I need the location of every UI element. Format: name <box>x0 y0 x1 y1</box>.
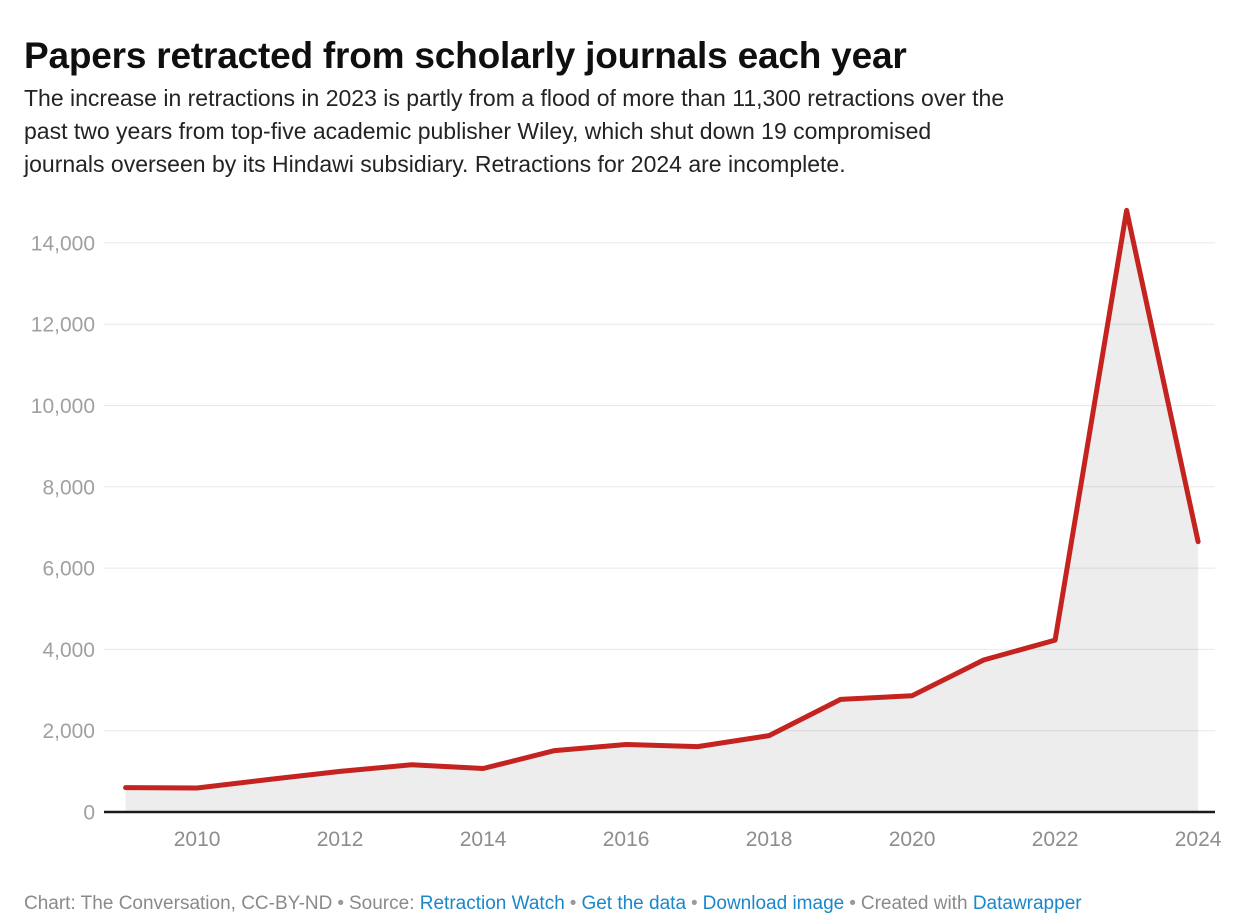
y-axis-label: 12,000 <box>31 314 95 337</box>
line-chart-svg: 0 2,000 4,000 6,000 8,000 10,000 12,000 14,000 2… <box>31 207 1222 851</box>
y-axis-label: 6,000 <box>42 558 95 581</box>
data-line <box>123 207 1201 791</box>
y-axis-label: 10,000 <box>31 395 95 418</box>
y-axis-label: 14,000 <box>31 232 95 255</box>
chart-footer: Chart: The Conversation, CC-BY-ND • Source… <box>24 893 1224 915</box>
x-axis-label: 2010 <box>174 828 221 851</box>
x-axis-label: 2016 <box>603 828 650 851</box>
footer-separator: • <box>337 893 344 914</box>
get-data-link[interactable]: Get the data <box>581 893 687 914</box>
y-axis-label: 0 <box>83 802 95 825</box>
y-axis-label: 4,000 <box>42 639 95 662</box>
footer-credit: Chart: The Conversation, CC-BY-ND <box>24 893 333 914</box>
x-axis-label: 2012 <box>317 828 364 851</box>
area-fill <box>125 210 1199 812</box>
x-axis-label: 2024 <box>1175 828 1222 851</box>
y-axis-label: 8,000 <box>42 476 95 499</box>
chart-description: The increase in retractions in 2023 is p… <box>24 82 1224 181</box>
chart-title: Papers retracted from scholarly journals… <box>24 34 907 76</box>
datawrapper-link[interactable]: Datawrapper <box>972 893 1082 914</box>
description-line-2: past two years from top-five academic pu… <box>24 118 932 144</box>
footer-separator: • <box>691 893 698 914</box>
x-axis-label: 2020 <box>889 828 936 851</box>
x-axis-label: 2014 <box>460 828 507 851</box>
description-line-1: The increase in retractions in 2023 is p… <box>24 85 1005 111</box>
x-axis-label: 2022 <box>1032 828 1079 851</box>
download-image-link[interactable]: Download image <box>702 893 845 914</box>
x-axis-label: 2018 <box>746 828 793 851</box>
y-axis-label: 2,000 <box>42 720 95 743</box>
source-link[interactable]: Retraction Watch <box>419 893 565 914</box>
footer-separator: • <box>569 893 577 914</box>
footer-separator: • <box>849 893 856 914</box>
footer-source-label: Source: <box>349 893 415 914</box>
description-line-3: journals overseen by its Hindawi subsidi… <box>24 151 846 177</box>
footer-created-with: Created with <box>860 893 968 914</box>
